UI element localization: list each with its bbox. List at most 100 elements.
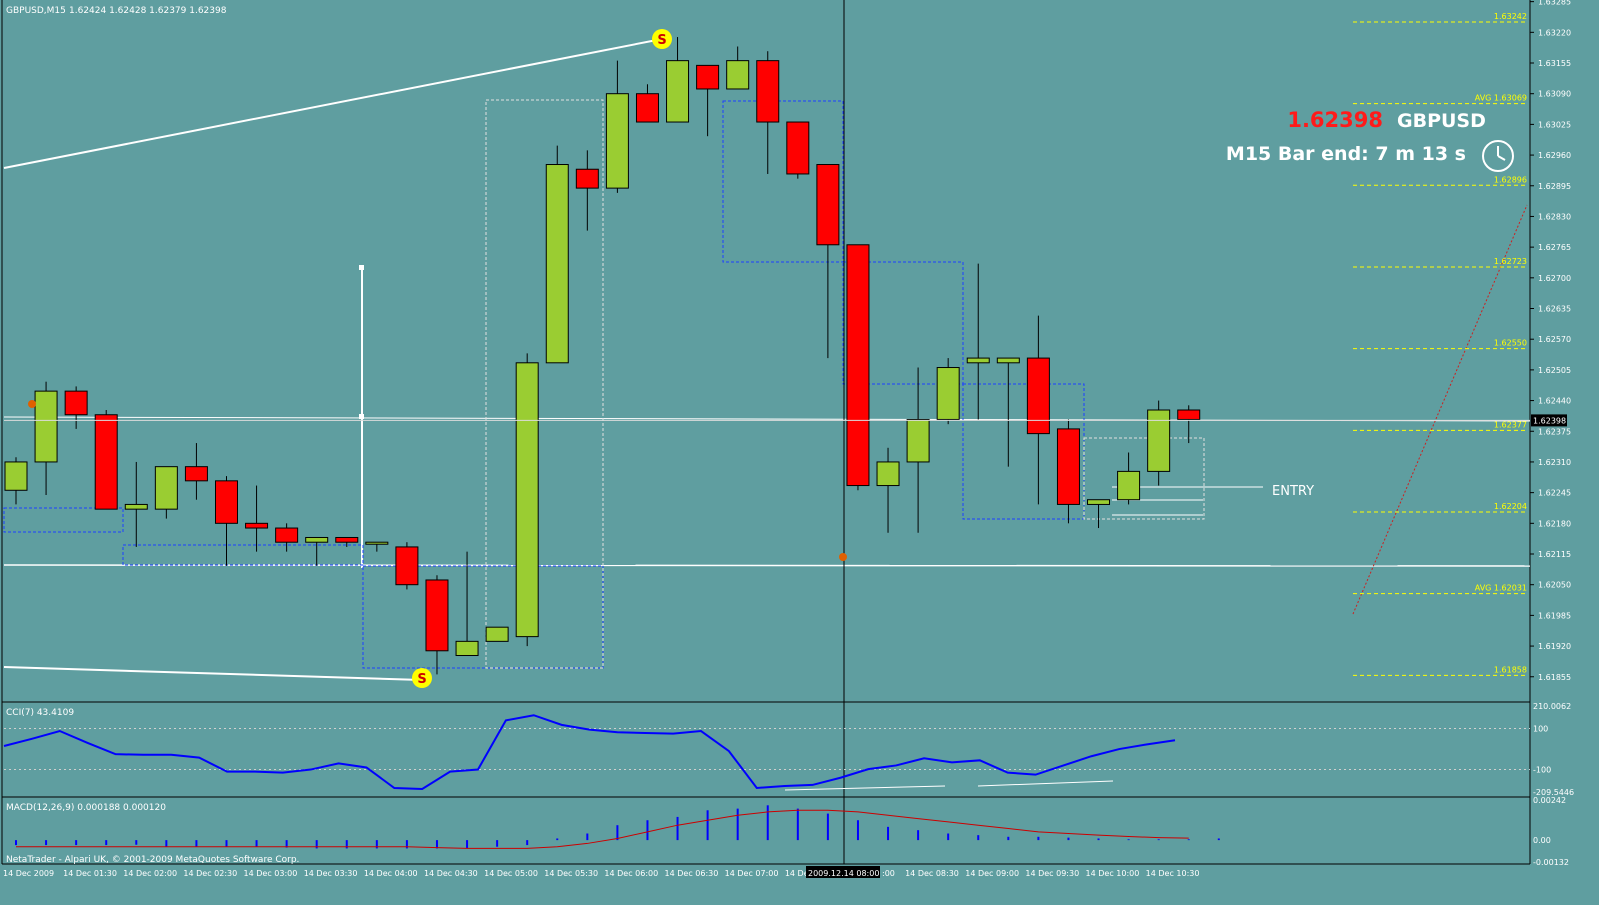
candle[interactable]	[485, 626, 509, 642]
level-label: 1.62550	[1494, 339, 1527, 348]
candle[interactable]	[94, 410, 118, 510]
time-tick-label: 14 Dec 06:30	[665, 869, 719, 878]
bear-candle-body	[756, 60, 780, 123]
bull-candle-body	[515, 362, 539, 638]
level-label: 1.62204	[1494, 502, 1527, 511]
candle[interactable]	[876, 447, 900, 533]
price-tick-label: 1.62570	[1538, 335, 1571, 344]
candle[interactable]	[154, 466, 178, 519]
candle[interactable]	[786, 121, 810, 179]
bear-candle-body	[395, 546, 419, 586]
range-box-7	[3, 507, 124, 533]
candle[interactable]	[214, 476, 238, 566]
time-tick-label: 14 Dec 10:30	[1146, 869, 1200, 878]
bull-candle-body	[365, 541, 389, 545]
candle[interactable]	[305, 536, 329, 566]
candle[interactable]	[515, 353, 539, 647]
price-axis[interactable]: 1.63285 1.63220 1.63155 1.63090 1.63025 1.629…	[4, 0, 1571, 682]
candle[interactable]	[575, 150, 599, 231]
candle[interactable]	[184, 443, 208, 500]
current-price-tag	[1531, 414, 1567, 427]
support-line[interactable]	[3, 564, 1531, 567]
swing-low-marker[interactable]: S	[412, 668, 432, 688]
cci-tick-label: 210.0062	[1533, 702, 1571, 711]
svg-text:S: S	[417, 672, 426, 687]
time-tick-label: 14 Dec 09:30	[1025, 869, 1079, 878]
bear-candle-body	[635, 93, 659, 123]
price-tick-label: 1.61920	[1538, 642, 1571, 651]
cci-trendline-1[interactable]	[784, 785, 946, 791]
time-tick-label: 14 Dec 04:30	[424, 869, 478, 878]
price-tick-label: 1.63220	[1538, 28, 1571, 37]
candle[interactable]	[756, 51, 780, 174]
candle[interactable]	[1177, 405, 1201, 444]
candle[interactable]	[365, 541, 389, 552]
candle[interactable]	[395, 542, 419, 590]
candle[interactable]	[1056, 419, 1080, 524]
candle[interactable]	[1147, 400, 1171, 486]
candle[interactable]	[1026, 315, 1050, 505]
range-box-4	[842, 261, 964, 385]
candle[interactable]	[906, 367, 930, 533]
candle[interactable]	[635, 84, 659, 123]
candle[interactable]	[245, 485, 269, 552]
bull-candle-body	[305, 536, 329, 543]
macd-tick-label: 0.00242	[1533, 796, 1566, 805]
candle[interactable]	[4, 457, 28, 505]
candle[interactable]	[816, 164, 840, 359]
measure-handle-top[interactable]	[359, 265, 364, 270]
time-tick-label: 14 Dec 02:30	[183, 869, 237, 878]
price-tick-label: 1.62440	[1538, 397, 1571, 406]
candle[interactable]	[124, 461, 148, 547]
bear-candle-body	[696, 64, 720, 90]
candle[interactable]	[966, 263, 990, 420]
candle[interactable]	[335, 536, 359, 547]
candle[interactable]	[936, 358, 960, 425]
time-axis[interactable]: 14 Dec 2009 14 Dec 01:30 14 Dec 02:00 14 De…	[3, 866, 1199, 878]
level-label: AVG 1.63069	[1475, 94, 1527, 103]
bull-candle-body	[876, 461, 900, 487]
bull-candle-body	[1117, 470, 1141, 501]
macd-signal-line[interactable]	[16, 809, 1189, 849]
upper-trendline[interactable]	[3, 38, 663, 169]
swing-high-marker[interactable]: S	[652, 29, 672, 49]
candle[interactable]	[275, 523, 299, 552]
range-box-3	[722, 100, 844, 263]
time-tick-label: 14 Dec 05:00	[484, 869, 538, 878]
fractal-marker-2	[839, 553, 847, 561]
time-tick-label: 14 Dec 09:00	[965, 869, 1019, 878]
candle[interactable]	[846, 244, 870, 491]
lower-trendline[interactable]	[3, 666, 423, 681]
bear-candle-body	[245, 522, 269, 529]
crosshair-time-tag	[806, 866, 880, 878]
current-price-tag-label: 1.62398	[1533, 416, 1566, 425]
candle[interactable]	[696, 64, 720, 137]
time-tick-label: 14 Dec 03:00	[244, 869, 298, 878]
cci-line[interactable]	[3, 714, 1176, 791]
candle[interactable]	[64, 386, 88, 429]
candle[interactable]	[1117, 452, 1141, 505]
bull-candle-body	[1087, 499, 1111, 505]
candle[interactable]	[34, 381, 58, 495]
measure-handle-mid[interactable]	[359, 414, 364, 419]
range-box-5	[962, 383, 1085, 520]
time-tick-label: :00	[882, 869, 895, 878]
time-tick-label: 14 Dec 03:30	[304, 869, 358, 878]
fractal-marker-1	[28, 400, 36, 408]
candle[interactable]	[996, 357, 1020, 467]
macd-pane: 0.00242 0.00 -0.00132	[15, 796, 1569, 867]
time-tick-label: 14 Dec 05:30	[544, 869, 598, 878]
candles-layer	[4, 37, 1201, 675]
candle[interactable]	[545, 145, 569, 364]
candle[interactable]	[455, 551, 479, 657]
time-tick-label: 14 Dec 04:00	[364, 869, 418, 878]
candle[interactable]	[1087, 499, 1111, 529]
candle[interactable]	[666, 37, 690, 123]
candle[interactable]	[425, 575, 449, 675]
candle[interactable]	[726, 46, 750, 90]
cci-trendline-2[interactable]	[977, 780, 1114, 787]
level-label: AVG 1.62031	[1475, 584, 1527, 593]
candle[interactable]	[605, 60, 629, 193]
